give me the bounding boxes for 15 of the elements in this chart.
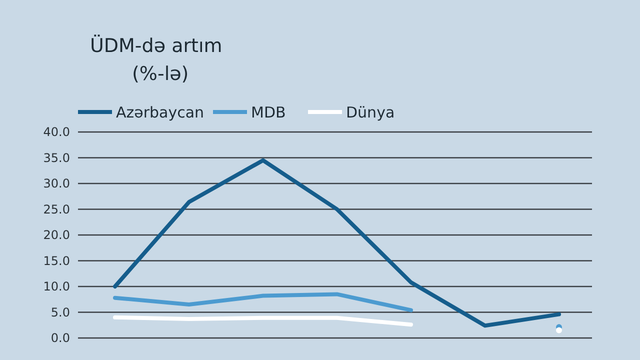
y-tick-label: 30.0 [43,176,70,191]
y-tick-label: 10.0 [43,280,70,294]
legend-label: Dünya [346,103,395,122]
legend-label: Azərbaycan [116,103,204,122]
y-tick-label: 0.0 [50,331,70,346]
y-tick-label: 20.0 [43,228,70,242]
y-tick-label: 40.0 [43,125,70,140]
legend-label: MDB [251,103,286,122]
y-tick-label: 25.0 [43,202,70,216]
chart-subtitle: (%-lə) [132,63,189,85]
y-tick-label: 35.0 [43,150,70,165]
line-series [113,158,561,328]
y-tick-label: 15.0 [43,254,70,268]
y-tick-label: 5.0 [50,305,70,320]
chart-title: ÜDM-də artım [90,34,222,57]
